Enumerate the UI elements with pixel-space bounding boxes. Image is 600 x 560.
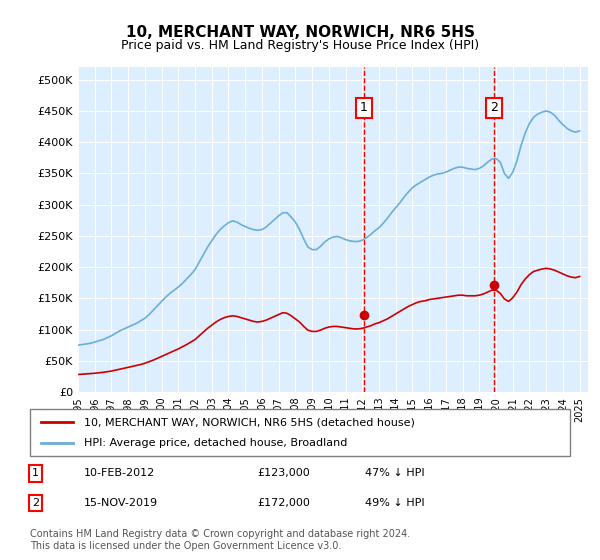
Text: 49% ↓ HPI: 49% ↓ HPI: [365, 498, 424, 508]
Text: 15-NOV-2019: 15-NOV-2019: [84, 498, 158, 508]
Text: 1: 1: [32, 468, 39, 478]
Text: 10, MERCHANT WAY, NORWICH, NR6 5HS: 10, MERCHANT WAY, NORWICH, NR6 5HS: [125, 25, 475, 40]
Text: 10, MERCHANT WAY, NORWICH, NR6 5HS (detached house): 10, MERCHANT WAY, NORWICH, NR6 5HS (deta…: [84, 417, 415, 427]
Text: Contains HM Land Registry data © Crown copyright and database right 2024.
This d: Contains HM Land Registry data © Crown c…: [30, 529, 410, 551]
Text: £123,000: £123,000: [257, 468, 310, 478]
Text: £172,000: £172,000: [257, 498, 310, 508]
Text: 2: 2: [490, 101, 498, 114]
FancyBboxPatch shape: [30, 409, 570, 456]
Text: Price paid vs. HM Land Registry's House Price Index (HPI): Price paid vs. HM Land Registry's House …: [121, 39, 479, 52]
Text: 2: 2: [32, 498, 39, 508]
Text: 10-FEB-2012: 10-FEB-2012: [84, 468, 155, 478]
Text: 47% ↓ HPI: 47% ↓ HPI: [365, 468, 424, 478]
Text: 1: 1: [360, 101, 368, 114]
Text: HPI: Average price, detached house, Broadland: HPI: Average price, detached house, Broa…: [84, 438, 347, 448]
